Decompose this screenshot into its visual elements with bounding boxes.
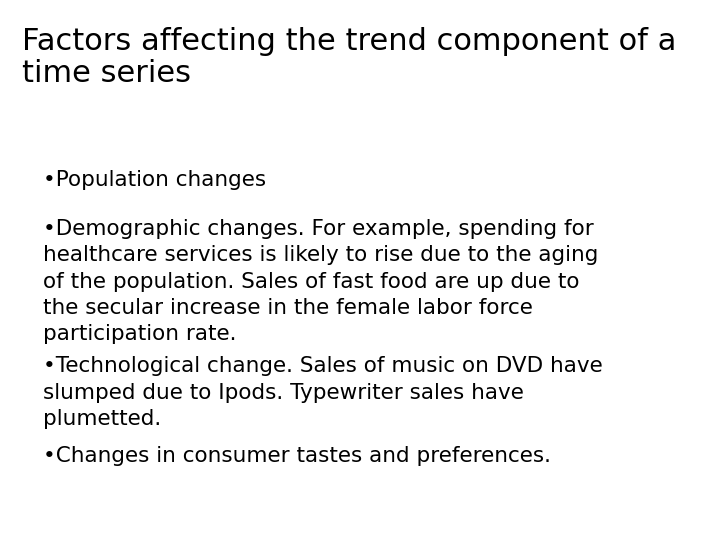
Text: •Population changes: •Population changes (43, 170, 266, 190)
Text: •Changes in consumer tastes and preferences.: •Changes in consumer tastes and preferen… (43, 446, 552, 465)
Text: Factors affecting the trend component of a
time series: Factors affecting the trend component of… (22, 27, 676, 89)
Text: •Technological change. Sales of music on DVD have
slumped due to Ipods. Typewrit: •Technological change. Sales of music on… (43, 356, 603, 429)
Text: •Demographic changes. For example, spending for
healthcare services is likely to: •Demographic changes. For example, spend… (43, 219, 598, 345)
